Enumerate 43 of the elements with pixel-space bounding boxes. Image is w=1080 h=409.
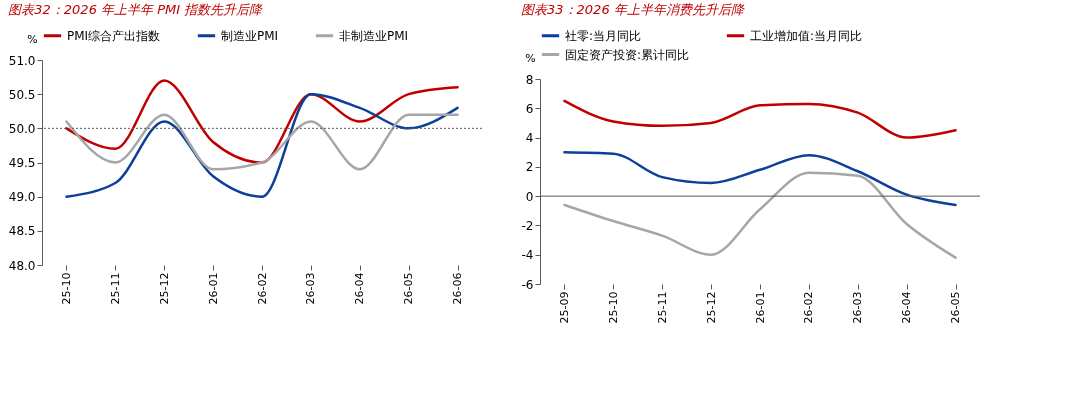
y-tick-label: 49.0 <box>8 190 36 205</box>
x-tick-label: 26-02 <box>255 272 269 305</box>
y-axis-title: % <box>525 51 536 65</box>
y-tick-label: 4 <box>525 131 534 146</box>
y-tick-label: 51.0 <box>8 53 36 68</box>
y-tick-label: 49.5 <box>8 156 36 170</box>
x-tick-label: 25-11 <box>108 272 122 305</box>
x-tick-label: 26-06 <box>451 272 465 305</box>
y-axis-title: % <box>27 32 38 46</box>
y-tick-label: 8 <box>525 72 534 87</box>
y-tick-label: 48.0 <box>8 258 36 273</box>
x-tick-label: 26-03 <box>304 272 318 305</box>
x-tick-label: 25-10 <box>59 272 73 305</box>
y-tick-label: 50.5 <box>8 87 36 102</box>
x-tick-label: 26-03 <box>851 291 865 324</box>
y-tick-label: -4 <box>521 248 534 263</box>
y-tick-label: 2 <box>525 160 534 175</box>
y-tick-label: 48.5 <box>8 224 36 239</box>
y-tick-label: 6 <box>525 101 534 116</box>
x-tick-label: 25-11 <box>655 291 669 324</box>
legend-label: 工业增加值:当月同比 <box>750 28 863 43</box>
chart-title: 图表32：2026 年上半年 PMI 指数先升后降 <box>8 2 264 17</box>
x-tick-label: 26-04 <box>900 291 914 324</box>
x-tick-label: 25-12 <box>704 291 718 324</box>
x-tick-label: 26-01 <box>206 272 220 305</box>
legend-label: 社零:当月同比 <box>565 28 642 43</box>
x-tick-label: 26-02 <box>802 291 816 324</box>
y-tick-label: 50.0 <box>8 121 36 136</box>
x-tick-label: 26-01 <box>753 291 767 324</box>
x-tick-label: 26-04 <box>353 272 367 305</box>
legend-label: 非制造业PMI <box>339 28 409 43</box>
legend-label: PMI综合产出指数 <box>67 28 161 43</box>
x-tick-label: 25-10 <box>606 291 620 324</box>
y-tick-label: 0 <box>525 189 534 204</box>
x-tick-label: 25-12 <box>157 272 171 305</box>
x-tick-label: 26-05 <box>949 291 963 324</box>
y-tick-label: -2 <box>521 218 534 233</box>
chart-title: 图表33：2026 年上半年消费先升后降 <box>521 2 745 17</box>
legend-label: 制造业PMI <box>221 28 279 43</box>
x-tick-label: 25-09 <box>557 291 571 324</box>
y-tick-label: -6 <box>521 277 534 292</box>
x-tick-label: 26-05 <box>402 272 416 305</box>
legend-label: 固定资产投资:累计同比 <box>565 47 690 62</box>
